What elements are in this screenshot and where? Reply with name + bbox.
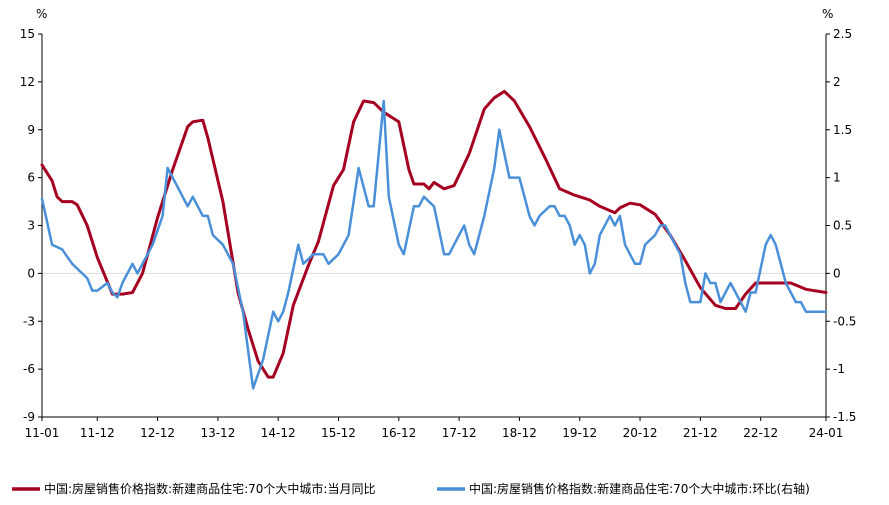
left-tick-label: -9 (23, 410, 35, 424)
series-lines (40, 89, 828, 390)
x-tick-label: 13-12 (200, 426, 235, 440)
series-line-yoy (40, 89, 828, 379)
right-tick-label: -1.5 (833, 410, 856, 424)
right-tick-label: 0.5 (833, 219, 852, 233)
right-tick-label: 0 (833, 266, 841, 280)
x-tick-label: 16-12 (381, 426, 416, 440)
x-tick-label: 22-12 (743, 426, 778, 440)
left-tick-label: 9 (27, 123, 35, 137)
legend-label-yoy: 中国:房屋销售价格指数:新建商品住宅:70个大中城市:当月同比 (44, 481, 375, 496)
x-tick-label: 18-12 (502, 426, 537, 440)
x-tick-label: 24-01 (809, 426, 844, 440)
x-tick-label: 11-01 (25, 426, 60, 440)
right-tick-label: -0.5 (833, 314, 856, 328)
right-axis-ticks: 2.5 2 1.5 1 0.5 0 -0.5 -1 -1.5 (826, 27, 856, 424)
series-line-mom (40, 99, 828, 390)
x-tick-label: 17-12 (442, 426, 477, 440)
x-tick-label: 14-12 (261, 426, 296, 440)
right-tick-label: 2.5 (833, 27, 852, 41)
left-axis-unit: % (36, 7, 47, 21)
left-tick-label: 3 (27, 219, 35, 233)
right-tick-label: 2 (833, 75, 841, 89)
x-tick-label: 19-12 (562, 426, 597, 440)
x-axis-ticks: 11-01 11-12 12-12 13-12 14-12 15-12 16-12 17-12… (25, 417, 844, 440)
left-tick-label: 15 (20, 27, 35, 41)
left-axis-ticks: 15 12 9 6 3 0 -3 -6 -9 (20, 27, 42, 424)
x-tick-label: 12-12 (140, 426, 175, 440)
x-tick-label: 21-12 (683, 426, 718, 440)
right-tick-label: 1 (833, 171, 841, 185)
left-tick-label: 12 (20, 75, 35, 89)
right-axis-unit: % (822, 7, 833, 21)
left-tick-label: -3 (23, 314, 35, 328)
left-tick-label: -6 (23, 362, 35, 376)
right-tick-label: -1 (833, 362, 845, 376)
left-tick-label: 0 (27, 266, 35, 280)
x-tick-label: 11-12 (80, 426, 115, 440)
legend: 中国:房屋销售价格指数:新建商品住宅:70个大中城市:当月同比 中国:房屋销售价… (12, 481, 810, 496)
right-tick-label: 1.5 (833, 123, 852, 137)
left-tick-label: 6 (27, 171, 35, 185)
x-tick-label: 15-12 (321, 426, 356, 440)
x-tick-label: 20-12 (623, 426, 658, 440)
legend-label-mom: 中国:房屋销售价格指数:新建商品住宅:70个大中城市:环比(右轴) (469, 481, 810, 496)
